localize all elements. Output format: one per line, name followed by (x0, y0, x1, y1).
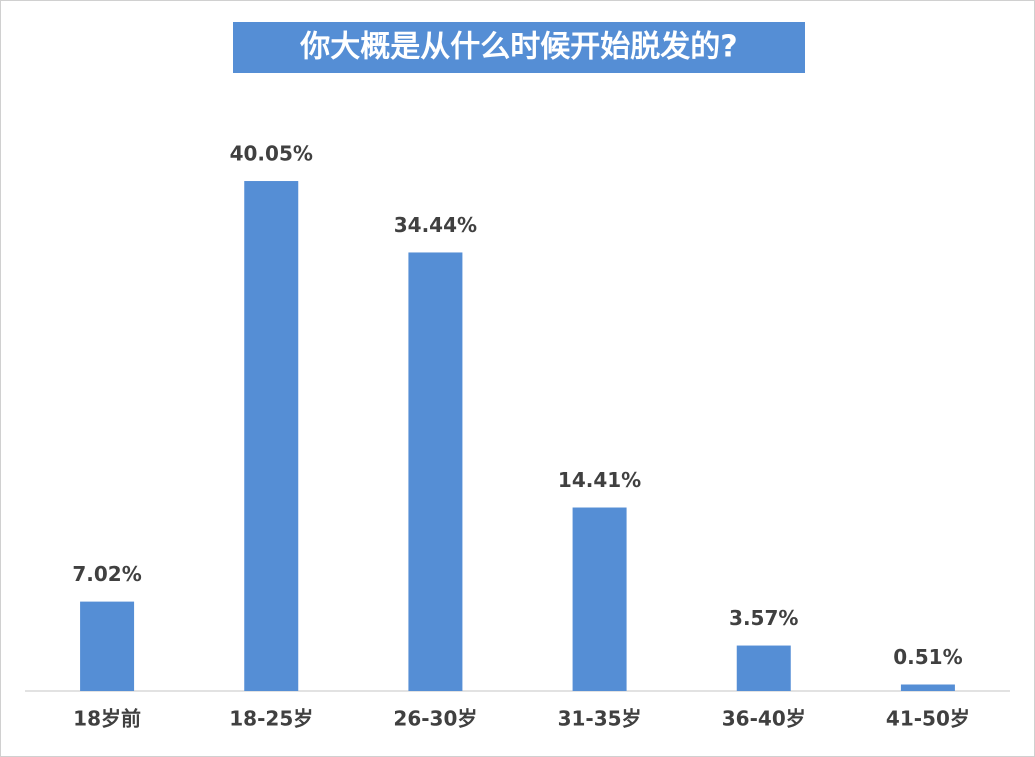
bar (408, 252, 463, 692)
x-tick-label: 36-40岁 (722, 707, 806, 731)
value-label: 3.57% (729, 606, 798, 630)
chart-title: 你大概是从什么时候开始脱发的? (299, 30, 737, 65)
x-tick-label: 41-50岁 (886, 707, 970, 731)
x-tick-label: 18岁前 (73, 707, 141, 731)
value-label: 0.51% (893, 645, 962, 669)
x-tick-label: 18-25岁 (229, 707, 313, 731)
x-tick-label: 31-35岁 (558, 707, 642, 731)
x-tick-label: 26-30岁 (393, 707, 477, 731)
value-label: 40.05% (230, 142, 313, 166)
value-label: 34.44% (394, 213, 477, 237)
bar (900, 684, 955, 691)
bar (80, 601, 135, 691)
title-background (233, 22, 805, 73)
bar (572, 507, 627, 691)
bar (736, 645, 791, 691)
value-label: 14.41% (558, 468, 641, 492)
bar (244, 181, 299, 691)
value-label: 7.02% (72, 562, 141, 586)
